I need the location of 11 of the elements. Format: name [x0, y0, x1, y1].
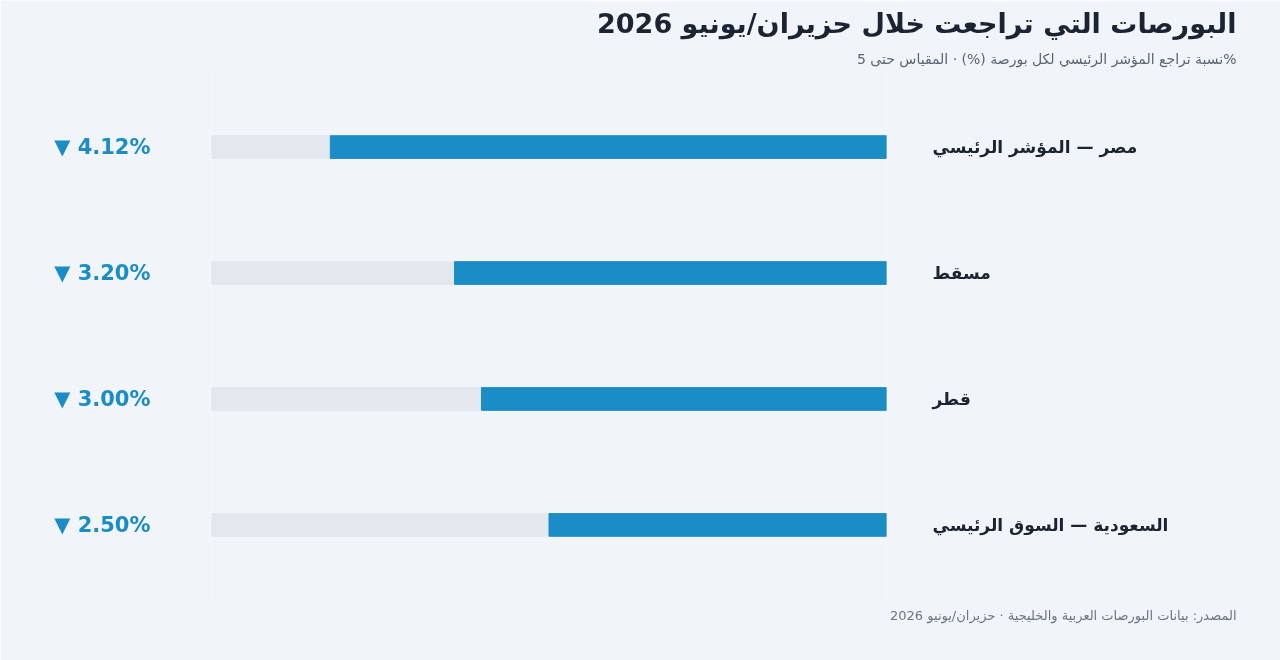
y-tick-label: مصر — المؤشر الرئيسي [932, 137, 1138, 159]
data-label: ▼ 2.50% [54, 512, 151, 537]
data-label: ▼ 4.12% [54, 135, 151, 160]
data-label: ▼ 3.00% [54, 386, 151, 411]
y-tick-label: السعودية — السوق الرئيسي [932, 514, 1169, 536]
chart-title: البورصات التي تراجعت خلال حزيران/يونيو 2026 [597, 7, 1237, 40]
y-tick-label: قطر [931, 388, 971, 410]
data-label: ▼ 3.20% [54, 261, 151, 286]
text: نسبة تراجع المؤشر الرئيسي لكل بورصة (%) · المقياس حتى 5% [856, 50, 1237, 68]
text: المصدر: بيانات البورصات العربية والخليجية · حزيران/يونيو 2026 [890, 607, 1237, 624]
y-tick-label: مسقط [932, 263, 991, 284]
